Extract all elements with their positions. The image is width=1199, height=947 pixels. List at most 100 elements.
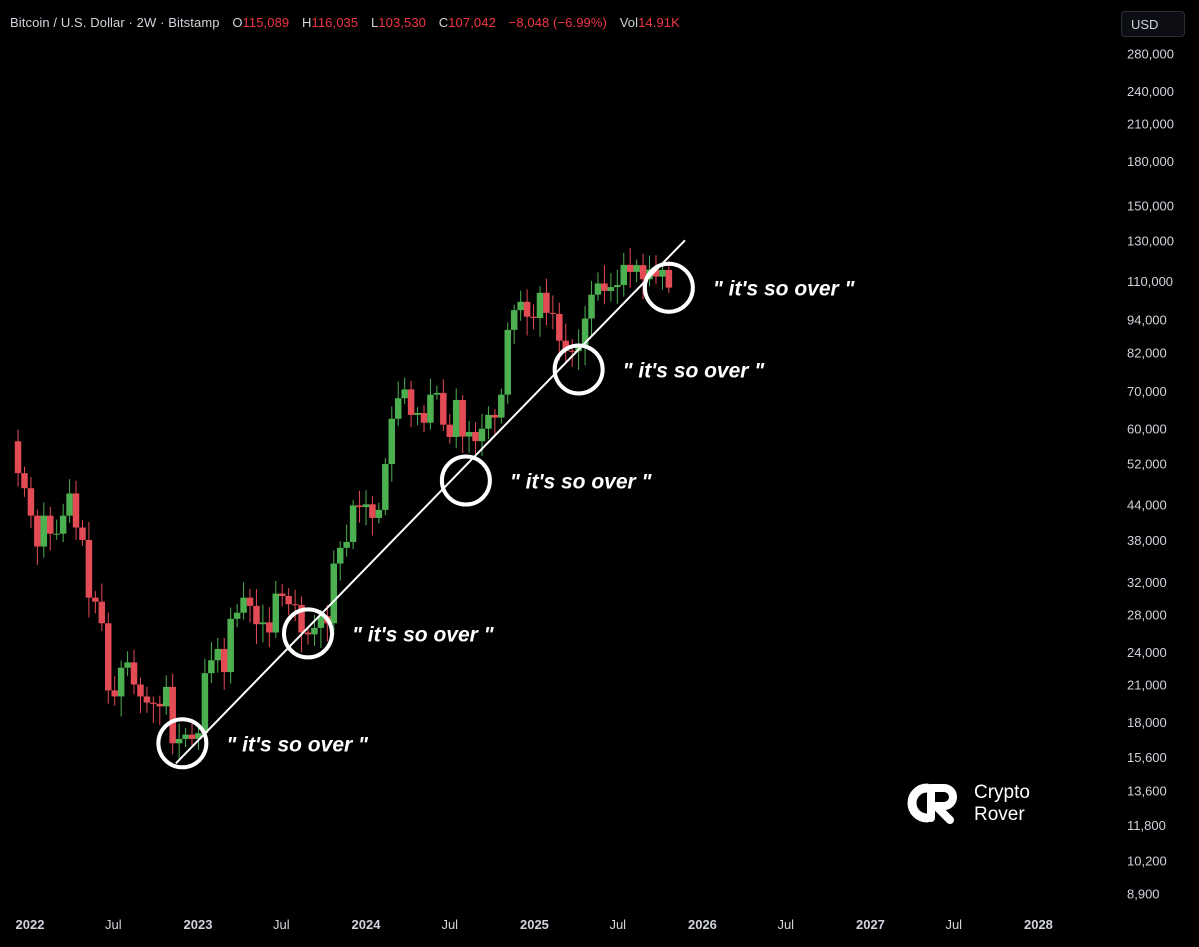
candle-body [388,418,396,465]
price-axis-label: 10,200 [1127,854,1167,869]
candle-body [72,493,80,528]
price-axis-label: 28,000 [1127,607,1167,622]
logo-line-1: Crypto [974,782,1030,803]
price-axis-label: 280,000 [1127,46,1174,61]
candle-body [607,287,615,291]
price-axis-label: 11,800 [1127,818,1166,833]
price-axis-label: 110,000 [1127,274,1173,289]
currency-button[interactable]: USD [1121,11,1185,37]
candle-body [407,389,415,415]
candle-body [446,424,454,437]
candle-body [459,400,466,437]
annotation-circle [439,454,492,507]
symbol-legend: Bitcoin / U.S. Dollar · 2W · Bitstamp O1… [10,15,680,30]
open-label: O [232,15,243,30]
candle-body [137,684,144,697]
price-axis-label: 240,000 [1127,84,1174,99]
annotation-label: " it's so over " [623,360,766,383]
price-axis-label: 52,000 [1127,457,1167,472]
price-axis-label: 60,000 [1127,422,1167,437]
candle-body [59,515,67,534]
candle-body [291,604,299,606]
price-axis-label: 94,000 [1127,312,1167,327]
price-axis-label: 180,000 [1127,154,1174,169]
candle-body [517,301,524,311]
candle-body [556,313,563,341]
candle-body [227,618,234,673]
candle-body [659,269,666,277]
candle-body [356,505,363,508]
candle-body [117,667,125,697]
candle-body [510,310,518,330]
price-axis-label: 13,600 [1127,783,1167,798]
candle-body [246,597,254,606]
annotation-circle [642,261,695,314]
open-value: 115,089 [242,15,290,30]
candle-body [665,269,673,288]
price-axis-label: 82,000 [1127,346,1167,361]
low-value: 103,530 [378,15,426,30]
candle-body [66,493,73,516]
candle-body [272,593,280,633]
price-axis-label: 15,600 [1127,750,1167,765]
candle-body [214,648,222,661]
high-value: 116,035 [311,15,359,30]
time-axis-label: 2027 [856,917,885,932]
candle-body [588,294,595,319]
candle-body [498,394,505,418]
time-axis-label: 2022 [16,917,45,932]
high-label: H [301,15,312,30]
candle-body [626,264,634,272]
annotation-label: " it's so over " [352,623,495,646]
candle-body [304,632,312,635]
candle-body [330,563,338,624]
price-axis-label: 44,000 [1127,497,1167,512]
candle-body [549,312,557,314]
time-axis-label: 2026 [688,917,717,932]
candle-body [34,515,41,547]
candle-body [343,541,350,548]
candle-body [311,627,318,635]
candle-body [240,597,247,613]
price-axis-label: 32,000 [1127,575,1167,590]
candle-body [182,734,189,739]
candle-body [220,648,228,673]
candle-body [543,292,550,313]
candle-body [169,686,176,744]
candle-body [433,392,441,395]
candle-body [266,622,273,633]
candle-body [394,398,402,419]
time-axis-label: Jul [945,917,962,932]
candle-body [614,285,621,288]
candle-body [259,622,267,625]
candle-body [79,527,86,541]
candle-body [27,488,35,516]
candle-body [427,394,434,423]
price-axis-label: 130,000 [1127,233,1174,248]
candle-body [536,292,544,319]
candle-body [568,350,576,352]
time-axis-label: 2025 [520,917,549,932]
annotation-label: " it's so over " [713,278,856,301]
candle-body [465,431,473,437]
price-axis-label: 150,000 [1127,198,1174,213]
candle-body [208,660,215,674]
price-axis-label: 210,000 [1127,116,1174,131]
change-value: −8,048 (−6.99%) [508,15,607,30]
candle-body [485,414,492,429]
annotation-circle [552,343,605,396]
candle-body [652,269,660,277]
candle-body [594,283,602,295]
candle-body [21,473,28,489]
volume-value: 14.91K [638,15,680,30]
candle-body [478,428,486,442]
time-axis-label: 2023 [184,917,213,932]
candle-body [336,547,344,564]
candle-body [130,662,138,685]
close-value: 107,042 [448,15,496,30]
candle-body [47,515,54,534]
candle-body [317,616,325,628]
price-axis-label: 18,000 [1127,715,1167,730]
annotation-label: " it's so over " [510,471,653,494]
